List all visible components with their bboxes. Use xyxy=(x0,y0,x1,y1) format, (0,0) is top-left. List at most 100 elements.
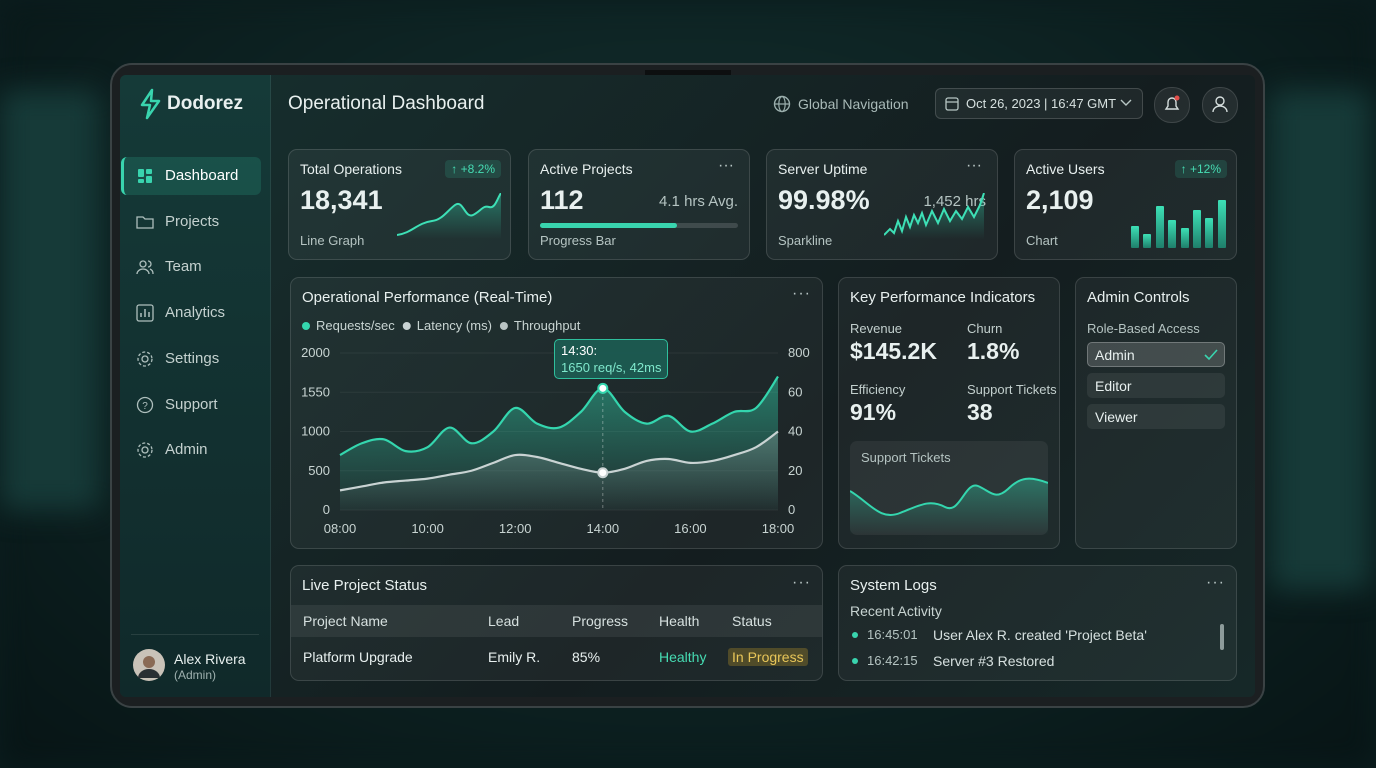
nav-icon: ? xyxy=(136,396,154,414)
role-option[interactable] xyxy=(1087,404,1225,429)
kpi-value: 38 xyxy=(967,399,993,425)
more-menu[interactable]: ··· xyxy=(792,574,811,591)
table-cell: Healthy xyxy=(659,649,707,665)
table-cell: In Progress xyxy=(728,648,808,666)
card-value: 99.98% xyxy=(778,185,870,215)
tooltip xyxy=(554,339,668,379)
sparkline xyxy=(883,192,988,239)
kpi-value: $145.2K xyxy=(850,338,937,364)
svg-text:?: ? xyxy=(142,401,148,412)
nav-icon xyxy=(136,258,154,276)
y2-tick-label: 40 xyxy=(788,424,802,439)
card-value: 2,109 xyxy=(1026,185,1094,215)
legend-swatch xyxy=(499,322,508,330)
nav-item[interactable]: Dashboard xyxy=(165,167,239,184)
y-tick-label: 1550 xyxy=(301,384,330,399)
role-label: Admin xyxy=(1095,347,1135,363)
nav-icon xyxy=(136,304,154,322)
more-menu[interactable]: ··· xyxy=(1206,574,1225,591)
card-detail: 1,452 hrs xyxy=(923,193,986,210)
card-title: Active Users xyxy=(1026,161,1105,177)
y-tick-label: 0 xyxy=(323,502,330,517)
nav-item[interactable]: Admin xyxy=(165,441,208,459)
x-tick-label: 16:00 xyxy=(674,521,707,536)
icon xyxy=(137,442,153,458)
bar xyxy=(1131,226,1139,248)
page-title: Operational Dashboard xyxy=(288,93,485,114)
kpi-value: 1.8% xyxy=(967,338,1020,364)
avatar xyxy=(133,649,165,681)
date-picker[interactable] xyxy=(935,88,1143,119)
kpi-label: Churn xyxy=(967,321,1003,336)
admin-panel xyxy=(1075,277,1237,549)
nav-icon xyxy=(136,441,154,459)
panel-subtitle: Role-Based Access xyxy=(1087,321,1200,336)
background-blur xyxy=(1270,90,1370,590)
logs-panel xyxy=(838,565,1237,681)
user-role: (Admin) xyxy=(174,668,217,682)
progress-fill xyxy=(540,223,677,228)
profile-button[interactable] xyxy=(1202,87,1238,123)
date-time: Oct 26, 2023 | 16:47 GMT xyxy=(966,96,1117,111)
nav-icon xyxy=(136,213,154,231)
card-detail: 4.1 hrs Avg. xyxy=(659,193,738,210)
tooltip-text: 1650 req/s, 42ms xyxy=(561,360,662,375)
legend-swatch xyxy=(402,322,411,330)
bar xyxy=(1168,220,1177,248)
y2-tick-label: 60 xyxy=(788,384,802,399)
log-message: User Alex R. created 'Project Beta' xyxy=(933,627,1147,643)
role-option[interactable] xyxy=(1087,342,1225,367)
y2-tick-label: 800 xyxy=(788,345,810,360)
brand-name: Dodorez xyxy=(167,93,243,114)
nav-item[interactable]: Projects xyxy=(165,212,220,230)
kpi-label: Support Tickets xyxy=(967,382,1057,397)
icon xyxy=(138,169,152,183)
hover-point xyxy=(597,382,609,394)
globe-icon xyxy=(773,95,791,113)
y-tick-label: 1000 xyxy=(301,424,330,439)
more-menu[interactable]: ··· xyxy=(792,285,811,302)
nav-item[interactable]: Settings xyxy=(165,349,220,367)
kpi-card xyxy=(288,149,511,260)
area xyxy=(340,431,778,510)
kpi-value: 91% xyxy=(850,399,897,425)
notifications-button[interactable] xyxy=(1154,87,1190,123)
bar xyxy=(1217,200,1226,248)
sidebar xyxy=(120,75,271,697)
background-blur xyxy=(0,90,100,510)
mini-chart-box xyxy=(849,441,1049,535)
table-column: Project Name xyxy=(303,613,388,629)
chevron xyxy=(1120,99,1132,106)
bar xyxy=(1180,228,1189,248)
screen: Dodorez Operational Dashboard Global Nav… xyxy=(120,75,1255,697)
table-header xyxy=(291,605,822,637)
legend-swatch xyxy=(302,322,310,330)
table-cell: Emily R. xyxy=(488,649,541,665)
nav-item[interactable]: Team xyxy=(165,258,202,276)
role-label: Viewer xyxy=(1095,409,1138,425)
role-option[interactable] xyxy=(1087,373,1225,398)
scrollbar xyxy=(1220,624,1224,650)
card-caption: Chart xyxy=(1026,233,1058,248)
nav-icon xyxy=(136,167,154,185)
nav-item[interactable]: Support xyxy=(165,395,218,413)
sparkline xyxy=(396,192,502,239)
projects-panel xyxy=(290,565,823,681)
panel-title: System Logs xyxy=(850,577,937,594)
nav-item[interactable]: Analytics xyxy=(165,304,226,322)
panel-title: Live Project Status xyxy=(302,577,428,594)
tooltip-time: 14:30: xyxy=(561,343,598,358)
log-time: 16:42:15 xyxy=(867,653,918,668)
x-tick-label: 14:00 xyxy=(587,521,620,536)
log-time: 16:45:01 xyxy=(867,627,918,642)
panel-subtitle: Recent Activity xyxy=(850,603,942,619)
log-dot xyxy=(852,632,858,638)
bar xyxy=(1143,234,1152,248)
line xyxy=(339,375,779,457)
more-menu[interactable]: ··· xyxy=(718,157,734,174)
bar xyxy=(1205,218,1214,248)
global-navigation[interactable]: Global Navigation xyxy=(798,96,909,112)
icon: ? xyxy=(136,396,154,413)
more-menu[interactable]: ··· xyxy=(966,157,982,174)
